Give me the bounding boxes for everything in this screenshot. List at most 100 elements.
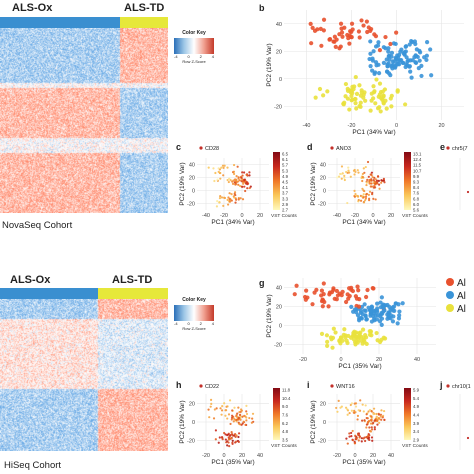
y-tick-label: 20	[189, 176, 195, 182]
data-point	[241, 174, 244, 177]
data-point	[349, 403, 352, 407]
color-scale-label: VST Counts	[271, 443, 297, 449]
data-point	[335, 293, 341, 298]
data-point	[346, 36, 351, 41]
data-point	[373, 70, 378, 75]
data-point	[331, 326, 336, 331]
gene-legend-label: chr5(7	[452, 146, 468, 152]
top-cohort-label: NovaSeq Cohort	[2, 220, 73, 231]
data-point	[375, 338, 380, 343]
data-point	[370, 58, 375, 63]
data-point	[429, 73, 434, 78]
data-point	[407, 64, 412, 69]
data-point	[368, 309, 373, 314]
x-axis-label: PC1 (35% Var)	[211, 459, 254, 466]
data-point	[381, 60, 386, 65]
x-axis-label: PC1 (35% Var)	[338, 363, 381, 370]
color-scale-tick: 9.9	[413, 174, 420, 179]
data-point	[226, 444, 229, 447]
data-point	[376, 94, 381, 99]
x-tick-label: -20	[351, 213, 359, 219]
color-scale-tick: 4.5	[282, 180, 289, 185]
panel-h-letter: h	[176, 380, 182, 390]
data-point	[357, 439, 360, 442]
data-point	[245, 173, 248, 176]
data-point	[346, 409, 350, 412]
data-point	[368, 313, 373, 318]
data-point	[354, 434, 357, 437]
data-point	[349, 175, 352, 178]
data-point	[383, 181, 386, 184]
data-point	[359, 399, 362, 402]
data-point	[370, 415, 373, 418]
data-point	[377, 48, 383, 53]
y-tick-label: 40	[276, 22, 282, 28]
x-tick-label: 0	[353, 453, 356, 459]
data-point	[336, 410, 339, 413]
data-point	[235, 418, 238, 422]
panel-e-pca-plot: chr5(7	[446, 146, 470, 210]
data-point	[340, 177, 343, 180]
data-point	[235, 440, 238, 443]
data-point	[238, 410, 241, 414]
data-point	[395, 321, 400, 326]
color-scale-bar	[273, 388, 280, 440]
data-point	[353, 74, 358, 80]
data-point	[399, 47, 404, 52]
data-point	[339, 172, 342, 176]
data-point	[354, 192, 357, 196]
data-point	[348, 432, 351, 435]
data-point	[374, 178, 377, 181]
data-point	[321, 17, 327, 22]
data-point	[321, 93, 326, 98]
data-point	[230, 199, 233, 202]
data-point	[362, 308, 367, 313]
data-point	[373, 176, 376, 179]
panel-c-letter: c	[176, 142, 182, 152]
data-point	[371, 439, 374, 442]
y-tick-label: 20	[276, 305, 282, 311]
y-tick-label: 0	[323, 420, 326, 426]
data-point	[325, 339, 330, 344]
legend-swatch	[446, 304, 454, 312]
x-tick-label: 40	[257, 453, 263, 459]
data-point	[245, 404, 248, 407]
x-tick-label: 20	[388, 213, 394, 219]
data-point	[403, 102, 408, 107]
data-point	[343, 176, 346, 179]
data-point	[373, 101, 378, 106]
y-axis-label: PC2 (19% Var)	[179, 162, 186, 205]
data-point	[234, 178, 238, 182]
data-point	[213, 408, 216, 411]
top-ox-label: ALS-Ox	[12, 2, 53, 14]
data-point	[220, 409, 224, 412]
data-point	[395, 89, 400, 94]
data-point	[366, 160, 370, 164]
data-point	[359, 18, 364, 23]
data-point	[353, 442, 356, 445]
top-color-key: Color Key -4 0 2 4 Row Z-Score	[174, 30, 214, 64]
data-point	[243, 185, 246, 188]
data-point	[248, 416, 251, 420]
data-point	[214, 438, 217, 441]
data-point	[379, 316, 385, 321]
x-tick-label: -20	[348, 123, 356, 129]
data-point	[351, 429, 354, 433]
data-point	[350, 27, 355, 32]
data-point	[330, 345, 335, 350]
y-tick-label: -20	[187, 439, 195, 445]
data-point	[359, 88, 364, 93]
data-point	[370, 426, 373, 429]
color-scale-tick: 7.6	[282, 413, 289, 418]
data-point	[246, 183, 249, 186]
data-point	[366, 305, 371, 310]
data-point	[222, 166, 225, 170]
data-point	[381, 416, 384, 419]
data-point	[220, 196, 224, 199]
data-point	[365, 426, 368, 429]
data-point	[322, 299, 327, 305]
data-point	[332, 39, 337, 44]
data-point	[238, 179, 241, 182]
data-point	[383, 98, 388, 103]
data-point	[237, 176, 240, 179]
